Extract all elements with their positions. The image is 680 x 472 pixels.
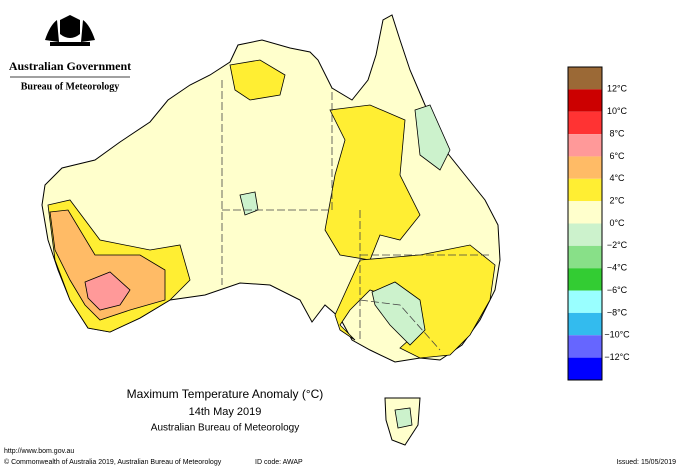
legend-swatch: [568, 67, 602, 90]
id-code: ID code: AWAP: [255, 459, 303, 466]
motto-scroll: [50, 42, 90, 46]
map-source: Australian Bureau of Meteorology: [151, 423, 299, 434]
legend-label: −12°C: [604, 352, 630, 362]
legend-label: 6°C: [609, 151, 625, 161]
legend-swatch: [568, 290, 602, 313]
legend-label: −6°C: [607, 285, 628, 295]
legend-swatch: [568, 245, 602, 269]
url: http://www.bom.gov.au: [4, 448, 74, 455]
patch: [49, 209, 166, 321]
legend-swatch: [568, 268, 602, 291]
patch: [84, 271, 131, 311]
legend-label: 12°C: [607, 84, 628, 94]
legend-label: 8°C: [609, 128, 625, 138]
patch: [229, 59, 286, 101]
border: [222, 88, 333, 211]
legend-label: 2°C: [609, 196, 625, 206]
map-date: 14th May 2019: [189, 406, 262, 418]
legend-swatch: [568, 223, 602, 246]
anomaly-patches: [47, 59, 496, 429]
legend-swatch: [568, 312, 602, 336]
legend-label: 4°C: [609, 173, 625, 183]
legend-swatch: [568, 201, 602, 224]
patch: [371, 281, 426, 346]
legend-label: −8°C: [607, 307, 628, 317]
legend-label: −2°C: [607, 240, 628, 250]
legend-swatch: [568, 89, 602, 112]
legend-label: −10°C: [604, 330, 630, 340]
coat-of-arms: [45, 15, 95, 46]
patch: [324, 104, 421, 261]
patch: [414, 104, 451, 171]
legend-swatch: [568, 178, 602, 202]
legend-swatch: [568, 335, 602, 358]
legend-swatch: [568, 156, 602, 179]
government-name: Australian Government: [9, 59, 131, 73]
legend-frame: [567, 66, 603, 381]
shield: [60, 15, 80, 38]
legend-swatch: [568, 111, 602, 135]
border: [359, 299, 441, 351]
legend-label: 0°C: [609, 218, 625, 228]
copyright: © Commonwealth of Australia 2019, Austra…: [4, 458, 222, 466]
issued: Issued: 15/05/2019: [616, 459, 676, 466]
supporters: [45, 20, 95, 42]
agency-name: Bureau of Meteorology: [21, 81, 120, 92]
legend-label: 10°C: [607, 106, 628, 116]
map-title: Maximum Temperature Anomaly (°C): [127, 387, 324, 401]
state-borders: [221, 80, 490, 351]
legend-swatch: [568, 134, 602, 157]
patch: [394, 407, 413, 429]
legend-swatch: [568, 357, 602, 380]
legend-label: −4°C: [607, 263, 628, 273]
legend: 12°C 10°C 8°C 6°C 4°C 2°C 0°C −2°C −4°C −6°C −8°C −…: [567, 66, 630, 381]
